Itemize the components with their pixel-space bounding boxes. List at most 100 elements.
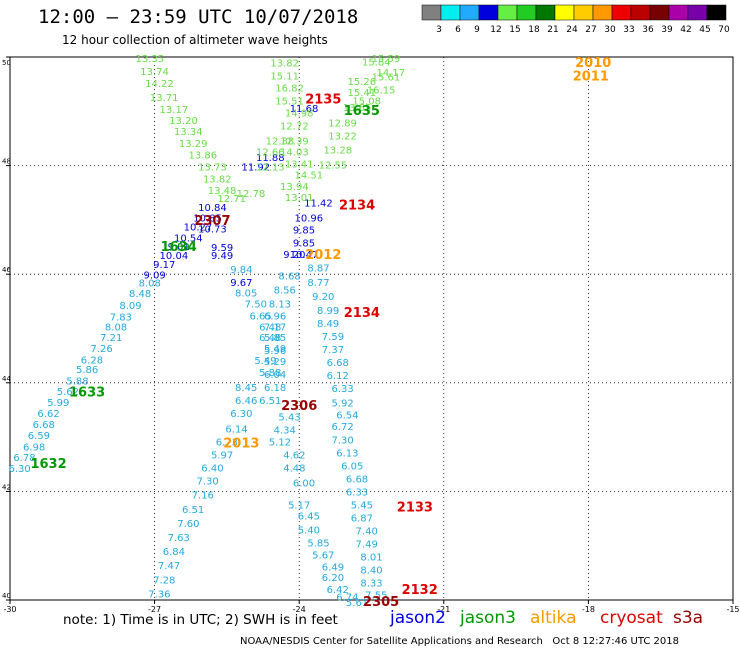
wave-height-label: 13.86 [188,151,217,162]
wave-height-label: 12.66 [256,147,285,158]
wave-height-label: 10.04 [160,251,189,262]
wave-height-label: 13.20 [169,116,198,127]
track-time-label: 2132 [402,583,438,598]
wave-height-label: 9.85 [293,239,315,250]
credit-line: NOAA/NESDIS Center for Satellite Applica… [240,636,679,647]
track-time-label: 1633 [69,385,105,400]
colorbar-swatch [687,4,708,21]
wave-height-label: 13.35 [135,54,164,65]
wave-height-label: 13.17 [160,105,189,116]
wave-height-label: 7.37 [322,345,344,356]
colorbar-label: 15 [509,25,520,35]
plot-border [9,56,734,601]
wave-height-label: 12.13 [256,163,285,174]
wave-height-label: 8.99 [317,306,339,317]
wave-height-label: 6.51 [182,505,204,516]
wave-height-label: 6.96 [264,311,286,322]
colorbar-swatch [630,4,651,21]
wave-height-label: 12.38 [266,137,295,148]
wave-height-label: 13.01 [285,193,314,204]
wave-height-label: 14.17 [376,68,405,79]
axis-ticks: -30 -27 -24 -21 -18 -15 40 42 44 46 48 50 [2,56,740,614]
wave-height-label: 6.54 [336,410,358,421]
wave-height-label: 8.09 [119,301,141,312]
wave-height-label: 12.55 [319,161,348,172]
wave-height-label: 7.60 [177,519,199,530]
x-tick-label: -21 [437,605,450,614]
wave-height-label: 15.84 [362,57,391,68]
wave-height-label: 10.27 [184,222,213,233]
wave-height-label: 12.72 [280,121,309,132]
wave-height-label: 6.87 [351,513,373,524]
wave-height-label: 6.00 [293,479,315,490]
colorbar-swatch [535,4,556,21]
wave-height-label: 6.73 [216,437,238,448]
wave-height-label: 9.01 [168,242,190,253]
wave-height-label: 11.68 [290,104,319,115]
wave-height-label: 7.50 [245,300,267,311]
colorbar-label: 27 [585,25,596,35]
wave-height-label: 13.34 [174,127,203,138]
wave-height-label: 5.96 [264,346,286,357]
wave-height-label: 6.49 [322,562,344,573]
wave-height-label: 8.05 [235,289,257,300]
wave-height-label: 4.48 [283,464,305,475]
wave-height-label: 13.82 [203,175,232,186]
wave-height-label: 5.45 [351,500,373,511]
wave-height-label: 14.51 [295,170,324,181]
colorbar-label: 70 [718,25,730,35]
wave-height-label: 5.62 [57,387,79,398]
track-time-label: 2134 [344,306,380,321]
wave-height-label: 9.67 [230,278,252,289]
wave-height-label: 12.39 [280,137,309,148]
wave-height-label: 6.40 [201,464,223,475]
wave-height-label: 8.49 [317,319,339,330]
colorbar-label: 3 [436,25,442,35]
grid [10,57,733,600]
wave-height-label: 5.92 [331,398,353,409]
wave-height-label: 4.34 [274,425,296,436]
wave-height-label: 14.22 [145,79,174,90]
wave-height-label: 15.51 [275,96,304,107]
wave-height-label: 10.85 [193,214,222,225]
wave-height-label: 6.04 [264,370,286,381]
wave-height-label: 6.68 [327,358,349,369]
wave-height-label: 7.49 [356,540,378,551]
wave-height-label: 7.83 [110,313,132,324]
wave-height-label: 6.68 [33,420,55,431]
timestamp: Oct 8 12:27:46 UTC 2018 [552,636,679,647]
colorbar-swatch [478,4,499,21]
wave-height-label: 6.13 [336,448,358,459]
wave-height-label: 5.49 [264,344,286,355]
track-time-label: 2013 [223,437,259,452]
y-tick-label: 40 [2,592,11,600]
colorbar-label: 36 [642,25,654,35]
wave-height-label: 5.29 [264,357,286,368]
wave-height-label: 8.45 [235,383,257,394]
wave-height-label: 6.51 [259,396,281,407]
colorbar-swatch [592,4,613,21]
colorbar-swatch [421,4,442,21]
wave-height-label: 7.47 [158,561,180,572]
wave-height-label: 8.08 [105,322,127,333]
wave-height-label: 6.12 [327,371,349,382]
wave-height-label: 7.36 [148,589,170,600]
colorbar-swatch [668,4,689,21]
wave-height-label: 12.71 [217,194,246,205]
colorbar-swatch [611,4,632,21]
wave-height-label: 9.85 [293,226,315,237]
colorbar-label: 9 [474,25,480,35]
wave-height-label: 8.87 [307,264,329,275]
colorbar-swatch [649,4,670,21]
wave-height-label: 6.30 [230,409,252,420]
wave-height-label: 15.08 [352,96,381,107]
wave-height-label: 8.01 [360,553,382,564]
wave-height-label: 8.77 [307,278,329,289]
y-tick-label: 46 [2,266,11,274]
x-tick-label: -15 [726,605,739,614]
track-time-label: 2133 [397,501,433,516]
wave-height-label: 11.88 [256,153,285,164]
wave-height-label: 8.33 [360,579,382,590]
wave-height-label: 5.86 [76,365,98,376]
wave-height-label: 9.49 [211,251,233,262]
